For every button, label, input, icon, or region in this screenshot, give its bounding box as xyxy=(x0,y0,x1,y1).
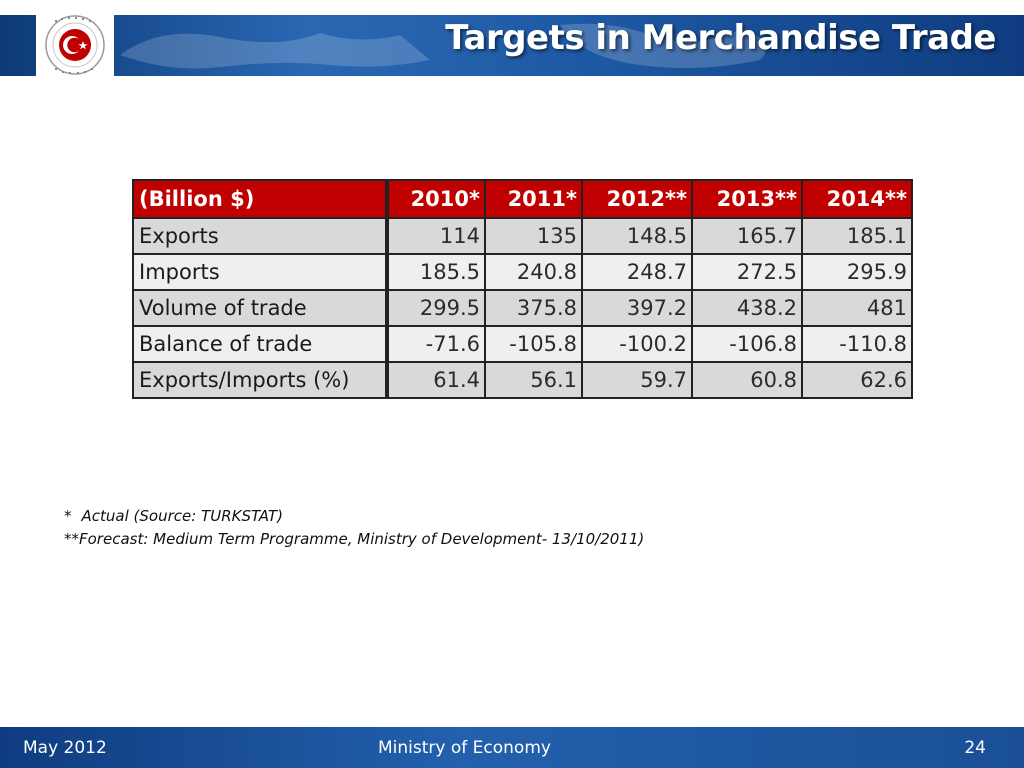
table-row-exports: Exports 114 135 148.5 165.7 185.1 xyxy=(132,217,913,255)
footnote-marker: * xyxy=(64,507,72,525)
header-year-2012: 2012** xyxy=(581,179,693,219)
footnote-forecast: **Forecast: Medium Term Programme, Minis… xyxy=(64,530,645,548)
merchandise-trade-table: (Billion $) 2010* 2011* 2012** 2013** 20… xyxy=(132,179,913,399)
header-year-2011: 2011* xyxy=(484,179,583,219)
footer-date: May 2012 xyxy=(23,738,107,758)
table-cell: 135 xyxy=(484,217,583,255)
row-label: Exports xyxy=(132,217,389,255)
table-cell: 272.5 xyxy=(691,253,803,291)
slide-title: Targets in Merchandise Trade xyxy=(445,18,996,58)
header-unit-label: (Billion $) xyxy=(132,179,389,219)
table-row-balance-of-trade: Balance of trade -71.6 -105.8 -100.2 -10… xyxy=(132,325,913,363)
table-cell: -71.6 xyxy=(386,325,486,363)
table-cell: 185.5 xyxy=(386,253,486,291)
table-header-row: (Billion $) 2010* 2011* 2012** 2013** 20… xyxy=(132,179,913,219)
table-cell: 295.9 xyxy=(801,253,913,291)
table-cell: 61.4 xyxy=(386,361,486,399)
table-cell: 438.2 xyxy=(691,289,803,327)
footnotes: * Actual (Source: TURKSTAT) **Forecast: M… xyxy=(64,505,644,551)
table-cell: -100.2 xyxy=(581,325,693,363)
table-row-volume-of-trade: Volume of trade 299.5 375.8 397.2 438.2 … xyxy=(132,289,913,327)
table-cell: 114 xyxy=(386,217,486,255)
ministry-logo xyxy=(36,15,114,76)
footnote-actual-text: Actual (Source: TURKSTAT) xyxy=(81,507,283,525)
world-map-decoration xyxy=(120,23,767,69)
table-cell: 248.7 xyxy=(581,253,693,291)
table-cell: 148.5 xyxy=(581,217,693,255)
table-cell: -110.8 xyxy=(801,325,913,363)
table-cell: 165.7 xyxy=(691,217,803,255)
footnote-actual: * Actual (Source: TURKSTAT) xyxy=(64,505,644,528)
republic-seal-icon xyxy=(45,15,105,75)
table-cell: 56.1 xyxy=(484,361,583,399)
table-cell: 185.1 xyxy=(801,217,913,255)
table-cell: -105.8 xyxy=(484,325,583,363)
table-cell: 62.6 xyxy=(801,361,913,399)
table-cell: 375.8 xyxy=(484,289,583,327)
footer-band: May 2012 Ministry of Economy 24 xyxy=(0,727,1024,768)
row-label: Exports/Imports (%) xyxy=(132,361,389,399)
table-row-imports: Imports 185.5 240.8 248.7 272.5 295.9 xyxy=(132,253,913,291)
table-cell: 60.8 xyxy=(691,361,803,399)
header-band xyxy=(0,15,1024,76)
table-cell: 397.2 xyxy=(581,289,693,327)
row-label: Imports xyxy=(132,253,389,291)
table-cell: 299.5 xyxy=(386,289,486,327)
footer-organization: Ministry of Economy xyxy=(378,738,551,758)
header-year-2014: 2014** xyxy=(801,179,913,219)
header-year-2013: 2013** xyxy=(691,179,803,219)
table-cell: 240.8 xyxy=(484,253,583,291)
table-cell: 59.7 xyxy=(581,361,693,399)
row-label: Balance of trade xyxy=(132,325,389,363)
page-number: 24 xyxy=(964,738,986,758)
table-cell: -106.8 xyxy=(691,325,803,363)
row-label: Volume of trade xyxy=(132,289,389,327)
table-row-exports-imports-ratio: Exports/Imports (%) 61.4 56.1 59.7 60.8 … xyxy=(132,361,913,399)
header-year-2010: 2010* xyxy=(386,179,486,219)
table-cell: 481 xyxy=(801,289,913,327)
